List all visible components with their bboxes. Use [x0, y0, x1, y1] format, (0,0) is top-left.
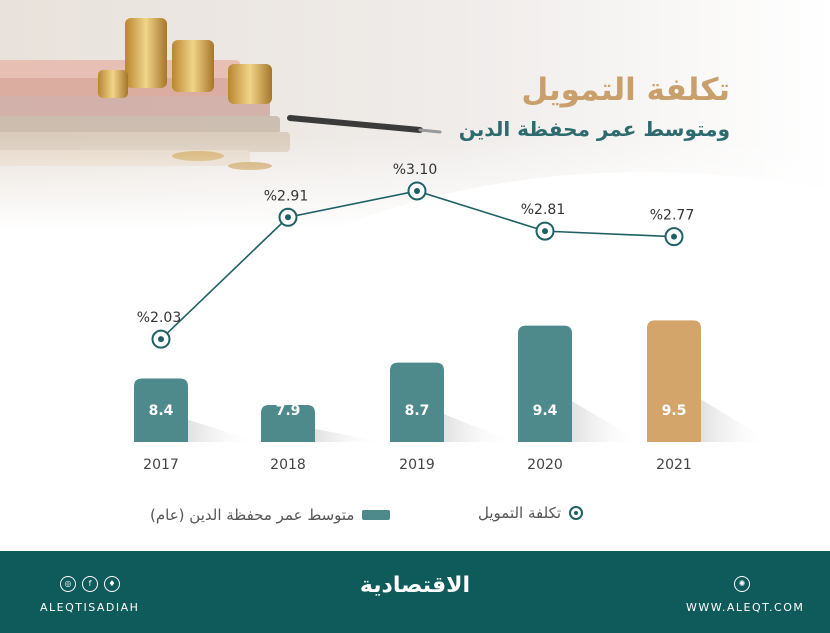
facebook-icon[interactable]: f — [82, 576, 98, 592]
legend-marker-circle-icon — [569, 506, 584, 520]
social-icons: ◎ f ♦ — [60, 576, 120, 592]
x-tick-label: 2017 — [143, 457, 179, 473]
bar-2021 — [647, 320, 701, 442]
bar-2017 — [134, 378, 188, 442]
chart-title: تكلفة التمويل — [521, 72, 730, 108]
line-value-label: %3.10 — [393, 162, 437, 178]
bar-shadow — [188, 419, 258, 442]
legend-item-portfolio-age: متوسط عمر محفظة الدين (عام) — [150, 506, 391, 524]
x-tick-label: 2021 — [656, 457, 692, 473]
bar-2018 — [261, 404, 315, 442]
instagram-icon[interactable]: ◎ — [60, 576, 76, 592]
bar-shadow — [701, 399, 771, 442]
line-value-label: %2.91 — [264, 188, 308, 204]
chart-subtitle: ومتوسط عمر محفظة الدين — [458, 117, 730, 141]
funding-cost-line — [160, 190, 675, 340]
line-point-center — [414, 187, 420, 194]
line-value-label: %2.77 — [650, 208, 694, 224]
x-tick-label: 2019 — [399, 457, 435, 473]
x-tick-label: 2020 — [527, 457, 563, 473]
line-point-center — [285, 214, 291, 221]
brand-logo: الاقتصادية — [359, 573, 471, 598]
social-handle[interactable]: ALEQTISADIAH — [40, 601, 140, 614]
legend-swatch-bar-icon — [362, 510, 391, 520]
bar-value-label: 9.4 — [533, 403, 558, 419]
line-point-center — [158, 336, 164, 343]
legend-line-label: تكلفة التمويل — [478, 504, 562, 522]
bar-2019 — [390, 362, 444, 442]
bar-value-label: 9.5 — [662, 403, 687, 419]
line-point-center — [671, 233, 677, 240]
x-tick-label: 2018 — [270, 457, 306, 473]
website-link[interactable]: WWW.ALEQT.COM — [686, 601, 805, 614]
line-point-center — [542, 228, 548, 235]
legend-item-funding-cost: تكلفة التمويل — [478, 504, 584, 522]
bar-value-label: 8.4 — [149, 403, 174, 419]
globe-icon[interactable]: ✺ — [734, 576, 750, 592]
bar-shadow — [444, 414, 514, 442]
footer: ◎ f ♦ ALEQTISADIAH الاقتصادية ✺ WWW.ALEQ… — [0, 551, 830, 633]
bar-shadow — [572, 401, 642, 442]
twitter-icon[interactable]: ♦ — [104, 576, 120, 592]
line-value-label: %2.03 — [137, 310, 181, 326]
line-value-label: %2.81 — [521, 202, 565, 218]
bar-2020 — [518, 325, 572, 442]
bar-line-chart: 8.4 7.9 8.7 9.4 9.5 %2.03 %2.91 %3.10 %2.81 %2.7… — [134, 162, 771, 473]
bar-value-label: 7.9 — [276, 403, 301, 419]
legend-bar-label: متوسط عمر محفظة الدين (عام) — [150, 506, 355, 524]
bar-shadow — [315, 429, 385, 442]
bar-value-label: 8.7 — [405, 403, 430, 419]
